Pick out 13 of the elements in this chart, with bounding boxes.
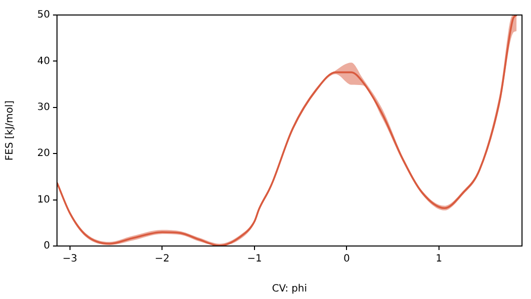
y-tick-label: 20 <box>37 148 50 160</box>
x-tick-label: −1 <box>247 254 262 265</box>
y-tick-label: 30 <box>37 102 50 113</box>
x-tick-label: 1 <box>436 254 442 265</box>
x-tick-label: −3 <box>62 254 78 265</box>
y-axis-title: FES [kJ/mol] <box>4 100 16 161</box>
y-tick-label: 40 <box>37 56 50 67</box>
x-tick-label: 0 <box>344 254 350 265</box>
y-tick-label: 0 <box>44 240 50 252</box>
y-tick-label: 10 <box>37 194 50 206</box>
x-tick-label: −2 <box>154 254 170 265</box>
x-axis-title: CV: phi <box>272 284 308 295</box>
y-tick-label: 50 <box>37 10 50 21</box>
